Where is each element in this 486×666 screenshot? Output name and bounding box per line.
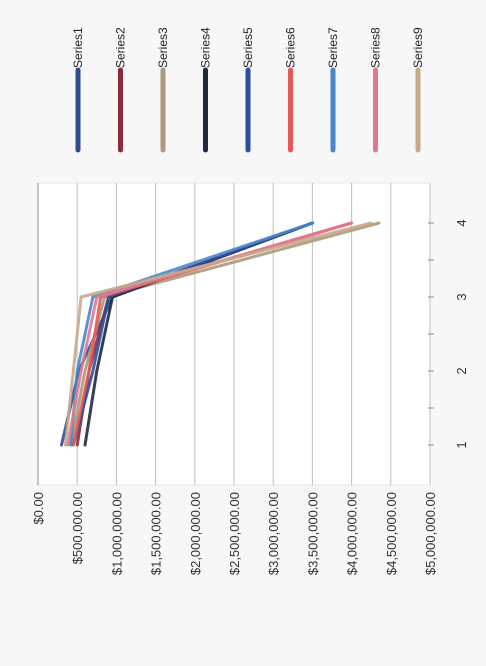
legend: Series1 Series2 Series3 Series4 Series5 Serie… <box>71 27 425 153</box>
legend-label: Series2 <box>114 27 128 68</box>
value-tick-label: $0.00 <box>31 492 46 525</box>
legend-label: Series4 <box>199 27 213 68</box>
legend-label: Series6 <box>284 27 298 68</box>
category-tick-label: 1 <box>454 441 469 448</box>
category-tick-label: 3 <box>454 293 469 300</box>
legend-label: Series7 <box>326 27 340 68</box>
legend-label: Series9 <box>411 27 425 68</box>
legend-label: Series1 <box>71 27 85 68</box>
value-tick-label: $1,000,000.00 <box>109 492 124 575</box>
legend-label: Series3 <box>156 27 170 68</box>
value-tick-label: $4,500,000.00 <box>384 492 399 575</box>
series-line-series9 <box>63 221 373 447</box>
series-lines <box>60 221 381 447</box>
tick-labels: $0.00 $500,000.00 $1,000,000.00 $1,500,000.… <box>31 219 469 575</box>
value-tick-label: $3,000,000.00 <box>266 492 281 575</box>
value-tick-label: $3,500,000.00 <box>305 492 320 575</box>
value-tick-label: $2,000,000.00 <box>188 492 203 575</box>
value-tick-label: $1,500,000.00 <box>149 492 164 575</box>
value-tick-label: $5,000,000.00 <box>423 492 438 575</box>
legend-label: Series8 <box>369 27 383 68</box>
legend-label: Series5 <box>241 27 255 68</box>
axes <box>37 183 434 485</box>
value-tick-label: $500,000.00 <box>70 492 85 564</box>
value-tick-label: $2,500,000.00 <box>227 492 242 575</box>
category-tick-label: 2 <box>454 367 469 374</box>
value-tick-label: $4,000,000.00 <box>345 492 360 575</box>
category-tick-label: 4 <box>454 219 469 226</box>
series-line-series5 <box>71 221 314 447</box>
